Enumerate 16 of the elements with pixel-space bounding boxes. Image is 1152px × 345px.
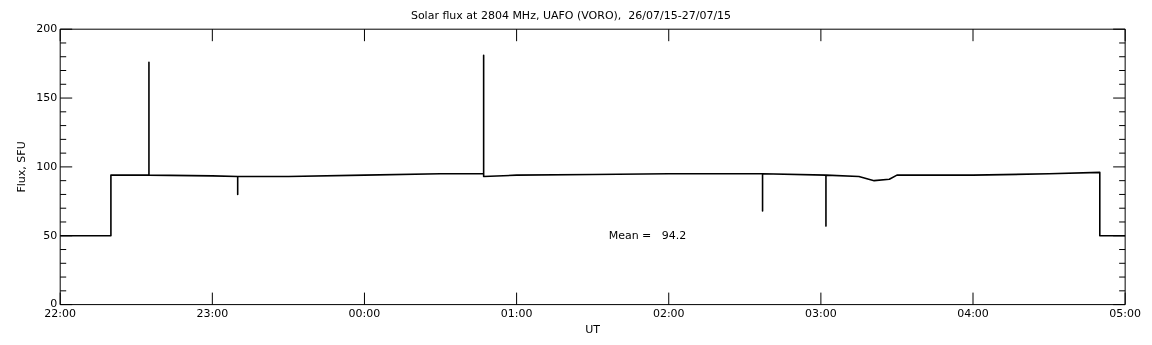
x-tick-label: 04:00 [957,307,989,321]
x-axis-title: UT [585,323,601,337]
x-tick-label: 05:00 [1109,307,1141,321]
y-tick-label: 50 [43,228,58,242]
y-tick-label: 150 [36,90,58,104]
annotation: Mean = 94.2 [608,228,687,242]
y-tick-label: 200 [36,22,58,36]
x-tick-label: 01:00 [500,307,533,321]
x-tick-label: 23:00 [196,307,229,321]
x-tick-label: 02:00 [652,307,685,321]
x-tick-label: 00:00 [348,307,381,321]
y-tick-label: 100 [36,159,58,173]
chart-title: Solar flux at 2804 MHz, UAFO (VORO), 26/07/15-27/07/15 [410,9,732,23]
y-axis-title: Flux, SFU [15,141,29,193]
x-tick-label: 03:00 [805,307,837,321]
x-tick-label: 22:00 [44,307,77,321]
